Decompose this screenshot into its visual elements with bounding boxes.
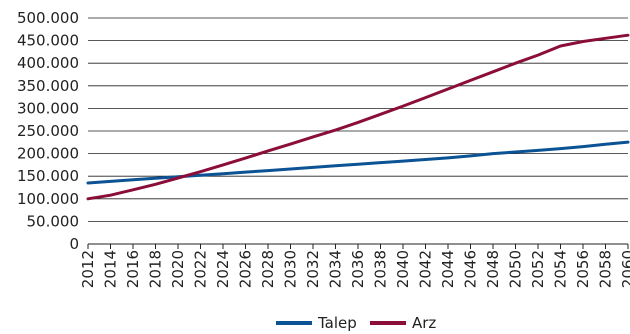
y-tick-label: 0	[69, 235, 79, 253]
series-line-talep	[86, 140, 630, 185]
x-tick-label: 2056	[574, 250, 592, 288]
y-tick-label: 200.000	[17, 145, 79, 163]
x-tick-label: 2050	[507, 250, 525, 288]
x-tick-label: 2054	[552, 250, 570, 288]
x-tick-label: 2030	[282, 250, 300, 288]
x-tick-label: 2038	[372, 250, 390, 288]
x-tick-label: 2046	[462, 250, 480, 288]
x-tick-label: 2036	[349, 250, 367, 288]
legend-label: Talep	[317, 314, 357, 332]
x-tick-label: 2014	[102, 250, 120, 288]
y-tick-label: 400.000	[17, 54, 79, 72]
y-tick-label: 350.000	[17, 77, 79, 95]
x-tick-label: 2040	[394, 250, 412, 288]
x-tick-label: 2032	[304, 250, 322, 288]
x-tick-label: 2042	[417, 250, 435, 288]
y-tick-label: 100.000	[17, 190, 79, 208]
x-tick-label: 2052	[529, 250, 547, 288]
x-tick-label: 2028	[259, 250, 277, 288]
x-tick-label: 2058	[597, 250, 615, 288]
x-tick-label: 2024	[214, 250, 232, 288]
y-tick-label: 450.000	[17, 32, 79, 50]
y-tick-label: 250.000	[17, 122, 79, 140]
x-tick-label: 2026	[237, 250, 255, 288]
y-tick-label: 300.000	[17, 99, 79, 117]
series-layer	[86, 33, 630, 201]
x-tick-label: 2016	[124, 250, 142, 288]
legend: Talep Arz	[276, 314, 436, 332]
legend-label: Arz	[412, 314, 436, 332]
x-tick-label: 2012	[79, 250, 97, 288]
y-tick-label: 50.000	[27, 212, 80, 230]
y-tick-label: 500.000	[17, 9, 79, 27]
axis-layer: 0 50.000 100.000 150.000 200.000 250.000 300.0…	[17, 9, 630, 288]
x-tick-label: 2060	[619, 250, 630, 288]
x-tick-label: 2034	[327, 250, 345, 288]
x-tick-label: 2018	[147, 250, 165, 288]
x-tick-label: 2044	[439, 250, 457, 288]
y-tick-label: 150.000	[17, 167, 79, 185]
series-line-arz	[86, 33, 630, 201]
x-tick-label: 2020	[169, 250, 187, 288]
x-tick-label: 2048	[484, 250, 502, 288]
x-tick-label: 2022	[192, 250, 210, 288]
grid-layer	[88, 17, 628, 222]
